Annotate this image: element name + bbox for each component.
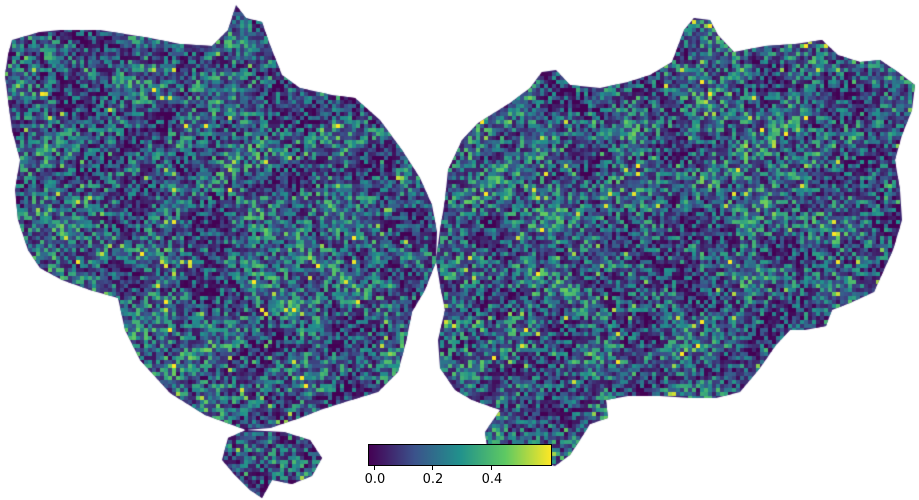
colorbar-tick — [491, 466, 492, 470]
colorbar-tick-label: 0.4 — [481, 472, 503, 487]
colorbar-tick-label: 0.0 — [364, 472, 386, 487]
colorbar-tick — [432, 466, 433, 470]
colorbar-tick — [374, 466, 375, 470]
colorbar-tick-label: 0.2 — [422, 472, 444, 487]
colorbar — [368, 444, 552, 466]
